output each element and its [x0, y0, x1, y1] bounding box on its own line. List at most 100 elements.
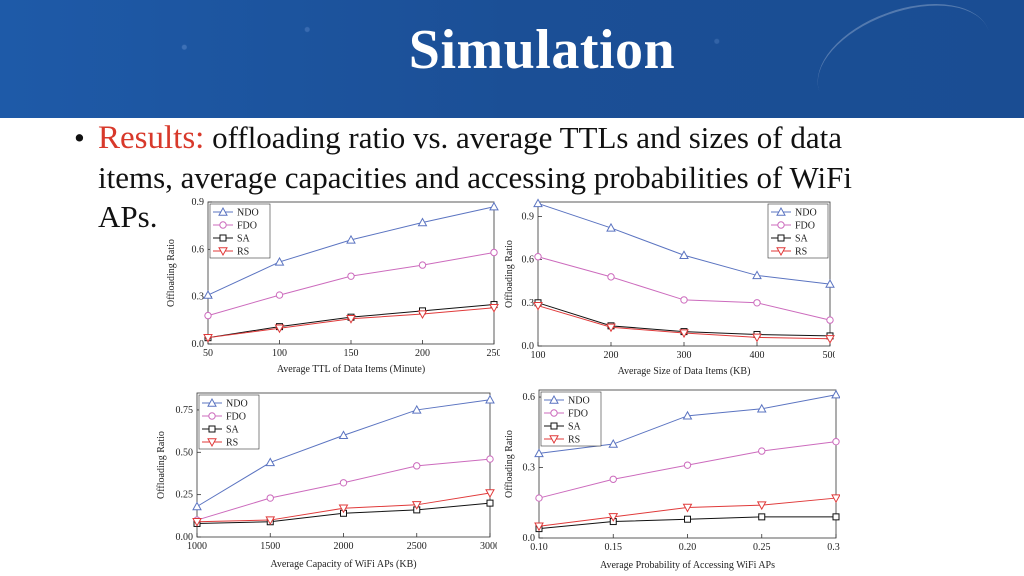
data-point-ndo	[534, 448, 544, 458]
data-point-rs	[338, 504, 349, 514]
x-tick-label: 0.25	[753, 542, 771, 553]
data-point-ndo	[485, 394, 495, 404]
series-fdo	[534, 253, 834, 324]
y-axis-label: Offloading Ratio	[156, 431, 167, 499]
x-tick-label: 0.10	[530, 542, 548, 553]
y-tick-label: 0.00	[176, 532, 194, 543]
x-tick-label: 200	[415, 348, 430, 359]
x-axis-label: Average TTL of Data Items (Minute)	[277, 364, 425, 375]
data-point-ndo	[346, 234, 356, 244]
legend-label-sa: SA	[795, 234, 809, 245]
y-tick-label: 0.9	[522, 211, 535, 222]
y-tick-label: 0.0	[523, 533, 536, 544]
slide-header: Simulation	[0, 0, 1024, 140]
data-point-fdo	[204, 311, 212, 320]
y-axis-label: Offloading Ratio	[504, 430, 515, 498]
y-tick-label: 0.75	[176, 405, 194, 416]
x-tick-label: 50	[203, 348, 213, 359]
data-point-rs	[274, 324, 285, 334]
data-point-ndo	[825, 279, 835, 288]
y-tick-label: 0.3	[523, 463, 536, 474]
data-point-ndo	[417, 217, 428, 227]
data-point-ndo	[274, 256, 285, 266]
legend-label-sa: SA	[226, 425, 240, 436]
data-point-rs	[411, 501, 422, 510]
y-tick-label: 0.6	[192, 244, 205, 255]
x-tick-label: 100	[272, 348, 287, 359]
data-point-ndo	[203, 290, 213, 299]
y-tick-label: 0.6	[523, 392, 536, 403]
x-tick-label: 0.20	[679, 542, 697, 553]
data-point-ndo	[679, 250, 689, 259]
x-tick-label: 2000	[334, 541, 354, 552]
bullet-point: • Results: offloading ratio vs. average …	[74, 118, 954, 236]
series-line-fdo	[207, 251, 495, 317]
legend-label-sa: SA	[237, 234, 251, 245]
data-point-sa	[486, 499, 494, 507]
series-line-fdo	[537, 256, 831, 321]
data-point-rs	[417, 310, 428, 320]
data-point-fdo	[490, 248, 498, 257]
data-point-fdo	[275, 291, 284, 299]
data-point-fdo	[826, 316, 834, 324]
data-point-ndo	[608, 439, 619, 448]
x-axis-label: Average Capacity of WiFi APs (KB)	[270, 559, 416, 570]
legend: NDO FDO SA RS	[540, 391, 602, 447]
data-point-rs	[679, 329, 689, 339]
y-tick-label: 0.3	[522, 298, 535, 309]
bullet-line-2: items, average capacities and accessing …	[98, 160, 852, 195]
data-point-rs	[682, 503, 693, 513]
legend-marker-ndo	[207, 397, 217, 407]
legend-marker-sa	[550, 422, 558, 430]
legend-marker-rs	[207, 438, 217, 448]
legend-label-rs: RS	[226, 438, 238, 449]
bullet-line-3: APs.	[98, 199, 158, 234]
chart-ttl-svg: 50 100 150 200 250 0.0 0.3 0.6 0.9 Average TTL of…	[166, 197, 501, 375]
data-point-fdo	[347, 272, 355, 280]
data-point-ndo	[682, 410, 693, 420]
bullet-line-1: offloading ratio vs. average TTLs and si…	[204, 120, 842, 155]
data-point-rs	[203, 333, 213, 343]
legend-label-fdo: FDO	[237, 221, 257, 232]
chart-probability: 0.10 0.15 0.20 0.25 0.30 0.0 0.3 0.6 Average Pro…	[500, 386, 840, 576]
data-point-fdo	[609, 475, 617, 483]
data-point-fdo	[535, 494, 543, 502]
series-sa	[535, 513, 840, 533]
chart-size: 100 200 300 400 500 0.0 0.3 0.6 0.9 Average Size …	[500, 192, 835, 378]
legend-label-ndo: NDO	[237, 208, 259, 219]
data-point-ndo	[489, 201, 499, 211]
data-point-rs	[533, 301, 543, 311]
data-point-fdo	[486, 455, 494, 463]
data-point-rs	[489, 304, 499, 313]
x-tick-label: 100	[531, 350, 546, 361]
x-tick-label: 250	[487, 348, 501, 359]
x-tick-label: 0.15	[605, 542, 623, 553]
y-tick-label: 0.25	[176, 490, 194, 501]
data-point-sa	[832, 513, 840, 521]
bullet-text: Results: offloading ratio vs. average TT…	[98, 118, 954, 236]
data-point-rs	[608, 513, 619, 522]
data-point-fdo	[753, 299, 761, 307]
legend-label-ndo: NDO	[568, 396, 590, 407]
data-point-rs	[346, 315, 356, 324]
legend-marker-rs	[776, 247, 786, 257]
legend-marker-fdo	[777, 221, 785, 229]
legend-marker-sa	[208, 425, 216, 433]
chart-ttl: 50 100 150 200 250 0.0 0.3 0.6 0.9 Average TTL of…	[160, 192, 500, 378]
chart-probability-svg: 0.10 0.15 0.20 0.25 0.30 0.0 0.3 0.6 Average Pro…	[504, 389, 840, 571]
series-fdo	[535, 437, 840, 502]
series-ndo	[192, 394, 495, 511]
legend: NDO FDO SA RS	[209, 203, 271, 259]
data-point-sa	[758, 513, 766, 521]
data-point-fdo	[339, 479, 348, 487]
data-point-fdo	[680, 296, 688, 304]
y-tick-label: 0.3	[192, 292, 205, 303]
series-ndo	[534, 389, 840, 458]
data-point-fdo	[534, 253, 542, 261]
legend: NDO FDO SA RS	[767, 203, 829, 259]
data-point-ndo	[411, 404, 422, 414]
series-ndo	[203, 201, 499, 299]
data-point-rs	[192, 518, 202, 527]
legend-marker-rs	[218, 247, 228, 257]
y-tick-label: 0.0	[192, 339, 205, 350]
